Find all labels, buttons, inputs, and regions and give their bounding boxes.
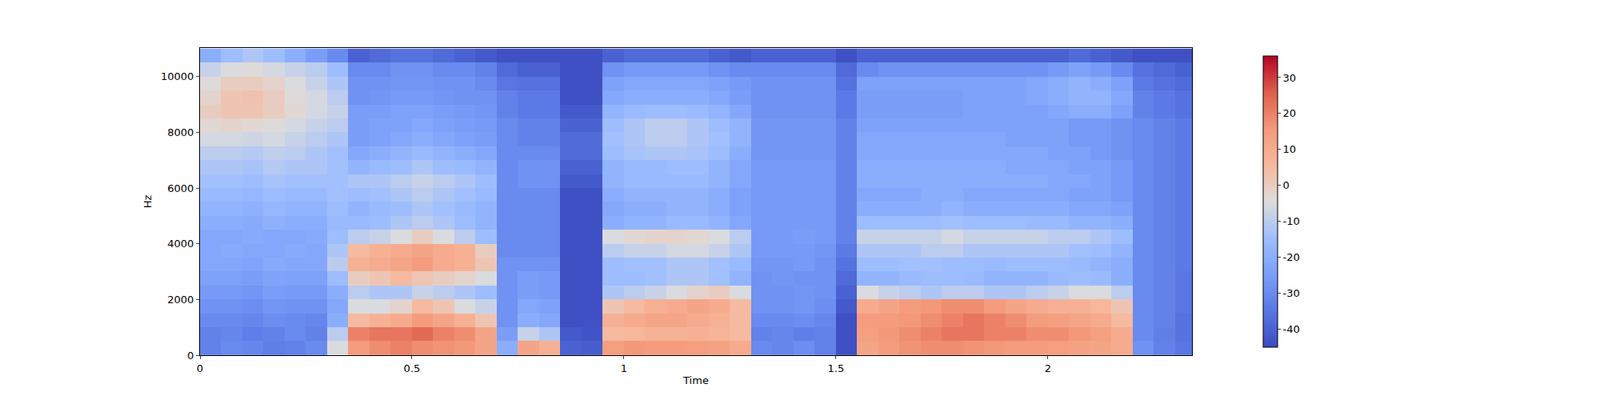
svg-text:0: 0 xyxy=(196,362,204,375)
svg-text:6000: 6000 xyxy=(167,182,194,195)
svg-text:-30: -30 xyxy=(1283,287,1300,300)
svg-text:1: 1 xyxy=(620,362,628,375)
svg-text:8000: 8000 xyxy=(167,126,194,139)
svg-text:30: 30 xyxy=(1283,72,1297,84)
svg-text:-40: -40 xyxy=(1283,323,1300,336)
svg-text:2: 2 xyxy=(1044,362,1052,375)
svg-text:0: 0 xyxy=(1283,179,1290,192)
svg-text:1.5: 1.5 xyxy=(828,362,845,375)
svg-text:4000: 4000 xyxy=(167,237,194,250)
svg-text:Hz: Hz xyxy=(141,195,154,209)
svg-text:Time: Time xyxy=(682,374,709,387)
svg-text:-20: -20 xyxy=(1283,251,1300,264)
svg-text:-10: -10 xyxy=(1283,215,1300,228)
svg-text:2000: 2000 xyxy=(167,293,194,306)
svg-text:10000: 10000 xyxy=(160,70,194,83)
svg-text:10: 10 xyxy=(1283,143,1297,156)
svg-text:20: 20 xyxy=(1283,107,1297,120)
svg-text:0.5: 0.5 xyxy=(404,362,421,375)
svg-text:0: 0 xyxy=(187,349,194,362)
